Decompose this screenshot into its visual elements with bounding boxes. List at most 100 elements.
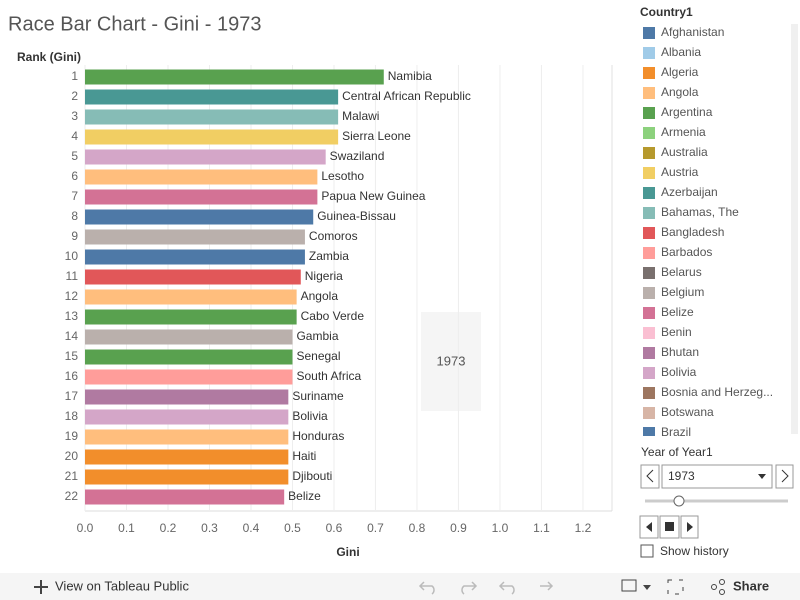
- legend-swatch: [643, 407, 655, 419]
- legend-entry[interactable]: Bahamas, The: [661, 205, 739, 219]
- y-tick-label: 6: [71, 169, 78, 183]
- next-button[interactable]: [775, 464, 794, 489]
- legend-entry[interactable]: Angola: [661, 85, 699, 99]
- y-tick-label: 8: [71, 209, 78, 223]
- tableau-icon: [34, 580, 48, 594]
- legend-entry[interactable]: Austria: [661, 165, 699, 179]
- legend-swatch: [643, 87, 655, 99]
- fullscreen-icon[interactable]: [667, 579, 684, 595]
- year-value: 1973: [668, 469, 695, 483]
- legend-entry[interactable]: Bolivia: [661, 365, 697, 379]
- bar: [85, 429, 289, 445]
- legend-swatch: [643, 67, 655, 79]
- slider-knob[interactable]: [673, 495, 685, 507]
- legend-entry[interactable]: Argentina: [661, 105, 713, 119]
- y-tick-label: 17: [65, 389, 79, 403]
- y-tick-label: 3: [71, 109, 78, 123]
- bar: [85, 269, 301, 285]
- y-tick-label: 20: [65, 449, 79, 463]
- bar-label: Sierra Leone: [342, 129, 411, 143]
- bar: [85, 389, 289, 405]
- bar: [85, 469, 289, 485]
- legend-swatch: [643, 247, 655, 259]
- legend-entry[interactable]: Bhutan: [661, 345, 699, 359]
- prev-icon: [646, 469, 654, 483]
- year-box: [421, 312, 481, 411]
- legend-entry[interactable]: Benin: [661, 325, 692, 339]
- bar: [85, 69, 384, 85]
- x-tick-label: 0.4: [243, 521, 260, 535]
- year-annotation: 1973: [437, 353, 466, 368]
- legend-swatch: [643, 107, 655, 119]
- x-tick-label: 0.5: [284, 521, 301, 535]
- legend-entry[interactable]: Belize: [661, 305, 694, 319]
- legend-swatch: [643, 427, 655, 436]
- legend-entry[interactable]: Belarus: [661, 265, 702, 279]
- legend-swatch: [643, 387, 655, 399]
- x-tick-label: 1.0: [492, 521, 509, 535]
- y-tick-label: 9: [71, 229, 78, 243]
- bar-label: Comoros: [309, 229, 358, 243]
- legend-swatch: [643, 347, 655, 359]
- y-tick-label: 10: [65, 249, 79, 263]
- bar: [85, 449, 289, 465]
- legend-entry[interactable]: Azerbaijan: [661, 185, 718, 199]
- legend-entry[interactable]: Algeria: [661, 65, 699, 79]
- y-tick-label: 19: [65, 429, 79, 443]
- history-checkbox[interactable]: [640, 544, 654, 558]
- legend-entry[interactable]: Brazil: [661, 425, 691, 439]
- prev-button[interactable]: [640, 464, 660, 489]
- legend-entry[interactable]: Australia: [661, 145, 708, 159]
- bar: [85, 169, 318, 185]
- y-tick-label: 1: [71, 69, 78, 83]
- y-tick-label: 21: [65, 469, 79, 483]
- year-dropdown[interactable]: [661, 464, 773, 489]
- bar: [85, 209, 314, 225]
- bar-label: Swaziland: [330, 149, 385, 163]
- x-tick-label: 0.9: [450, 521, 467, 535]
- share-button[interactable]: Share: [733, 578, 769, 593]
- x-tick-label: 1.1: [533, 521, 550, 535]
- legend-entry[interactable]: Belgium: [661, 285, 704, 299]
- legend-swatch: [643, 367, 655, 379]
- bar: [85, 369, 293, 385]
- year-filter-label: Year of Year1: [641, 445, 713, 459]
- legend-entry[interactable]: Armenia: [661, 125, 706, 139]
- view-link[interactable]: View on Tableau Public: [55, 578, 189, 593]
- toolbar-icons: [418, 581, 554, 595]
- legend-entry[interactable]: Bangladesh: [661, 225, 724, 239]
- bar-label: Guinea-Bissau: [317, 209, 396, 223]
- y-axis-label: Rank (Gini): [17, 50, 81, 64]
- legend-title: Country1: [640, 5, 693, 19]
- legend-swatch: [643, 207, 655, 219]
- footer: [0, 573, 800, 600]
- bar: [85, 249, 305, 265]
- legend-entry[interactable]: Albania: [661, 45, 701, 59]
- download-icon[interactable]: [621, 579, 637, 592]
- legend-swatch: [643, 127, 655, 139]
- bar-label: Belize: [288, 489, 321, 503]
- stop-icon: [665, 522, 674, 531]
- bar: [85, 309, 297, 325]
- x-axis-label: Gini: [336, 545, 359, 559]
- legend-entry[interactable]: Botswana: [661, 405, 714, 419]
- bar: [85, 409, 289, 425]
- download-arrow: [643, 585, 651, 590]
- next-icon: [781, 469, 789, 483]
- x-tick-label: 1.2: [575, 521, 592, 535]
- x-tick-label: 0.7: [367, 521, 384, 535]
- legend-swatch: [643, 167, 655, 179]
- y-tick-label: 22: [65, 489, 79, 503]
- play-icon: [687, 522, 693, 532]
- bar-label: Papua New Guinea: [321, 189, 425, 203]
- legend-entry[interactable]: Barbados: [661, 245, 712, 259]
- y-tick-label: 15: [65, 349, 79, 363]
- scrollbar[interactable]: [791, 24, 798, 434]
- legend-entry[interactable]: Bosnia and Herzeg...: [661, 385, 773, 399]
- y-tick-label: 16: [65, 369, 79, 383]
- legend-entry[interactable]: Afghanistan: [661, 25, 724, 39]
- plot: Namibia Central African Republic Malawi Sie…: [84, 65, 584, 511]
- bar-label: South Africa: [296, 369, 361, 383]
- y-tick-label: 14: [65, 329, 79, 343]
